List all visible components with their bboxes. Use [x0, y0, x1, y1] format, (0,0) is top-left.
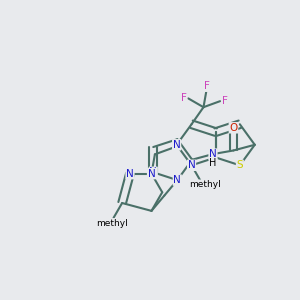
Text: N: N [148, 169, 155, 178]
Text: methyl: methyl [190, 180, 221, 189]
Text: N: N [188, 160, 195, 170]
Text: N: N [173, 140, 181, 150]
Text: S: S [236, 160, 243, 170]
Text: N: N [126, 169, 134, 178]
Text: F: F [181, 93, 187, 103]
Text: N: N [173, 175, 181, 185]
Text: H: H [209, 158, 217, 168]
Text: O: O [229, 123, 238, 133]
Text: F: F [204, 81, 209, 91]
Text: N: N [209, 149, 217, 159]
Text: methyl: methyl [96, 219, 128, 228]
Text: F: F [223, 96, 228, 106]
Text: N: N [149, 167, 157, 177]
